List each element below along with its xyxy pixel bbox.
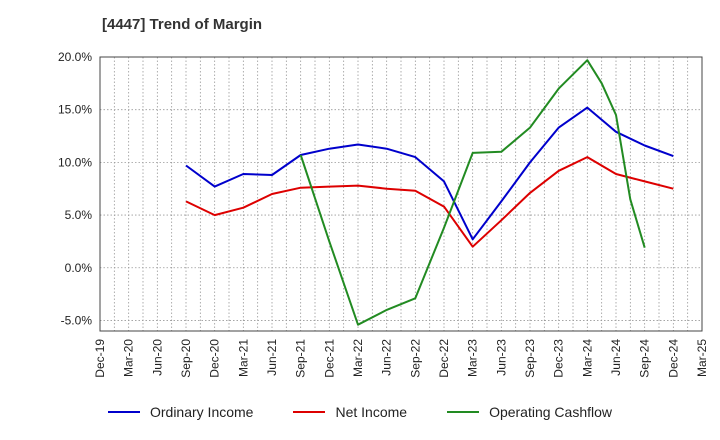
legend-label-operating-cashflow: Operating Cashflow — [489, 404, 613, 420]
legend: Ordinary Income Net Income Operating Cas… — [0, 404, 720, 420]
legend-swatch-ordinary-income — [107, 411, 140, 413]
y-tick-label: 0.0% — [65, 261, 93, 275]
x-tick-label: Dec-19 — [93, 339, 107, 378]
x-axis-ticks: Dec-19 Mar-20 Jun-20 Sep-20 Dec-20 Mar-21 Jun-… — [93, 339, 709, 378]
x-tick-label: Jun-23 — [494, 339, 508, 376]
y-tick-label: 20.0% — [58, 50, 92, 64]
series-line-ordinary-income — [185, 106, 674, 241]
y-tick-label: 10.0% — [58, 155, 92, 169]
legend-swatch-operating-cashflow — [447, 411, 480, 413]
grid-lines — [99, 56, 703, 331]
x-tick-label: Mar-22 — [351, 339, 365, 377]
y-axis-ticks: 20.0% 15.0% 10.0% 5.0% 0.0% -5.0% — [58, 50, 92, 327]
x-tick-label: Dec-21 — [322, 339, 336, 378]
x-tick-label: Jun-21 — [265, 339, 279, 376]
y-tick-label: -5.0% — [61, 313, 93, 327]
x-tick-label: Sep-21 — [294, 339, 308, 378]
plot-frame — [99, 56, 703, 332]
x-tick-label: Jun-22 — [380, 339, 394, 376]
x-tick-label: Sep-22 — [408, 339, 422, 378]
x-tick-label: Sep-20 — [179, 339, 193, 378]
x-tick-label: Mar-21 — [236, 339, 250, 377]
series-line-operating-cashflow — [299, 59, 646, 326]
y-tick-label: 15.0% — [58, 103, 92, 117]
legend-item-ordinary-income: Ordinary Income — [107, 404, 254, 420]
x-tick-label: Mar-25 — [695, 339, 709, 377]
y-tick-label: 5.0% — [65, 208, 93, 222]
x-tick-label: Sep-24 — [638, 339, 652, 378]
x-tick-label: Mar-20 — [122, 339, 136, 377]
legend-item-operating-cashflow: Operating Cashflow — [447, 404, 612, 420]
x-tick-label: Mar-23 — [466, 339, 480, 377]
series-lines — [185, 59, 674, 326]
x-tick-label: Dec-24 — [666, 339, 680, 378]
x-tick-label: Dec-23 — [552, 339, 566, 378]
x-tick-label: Dec-20 — [208, 339, 222, 378]
legend-label-ordinary-income: Ordinary Income — [149, 404, 254, 420]
legend-swatch-net-income — [293, 411, 326, 413]
legend-label-net-income: Net Income — [335, 404, 408, 420]
x-tick-label: Jun-20 — [150, 339, 164, 376]
legend-item-net-income: Net Income — [293, 404, 407, 420]
x-tick-label: Dec-22 — [437, 339, 451, 378]
x-tick-label: Mar-24 — [580, 339, 594, 377]
chart-title: [4447] Trend of Margin — [102, 16, 263, 33]
x-tick-label: Sep-23 — [523, 339, 537, 378]
series-line-net-income — [185, 156, 674, 248]
x-tick-label: Jun-24 — [609, 339, 623, 376]
